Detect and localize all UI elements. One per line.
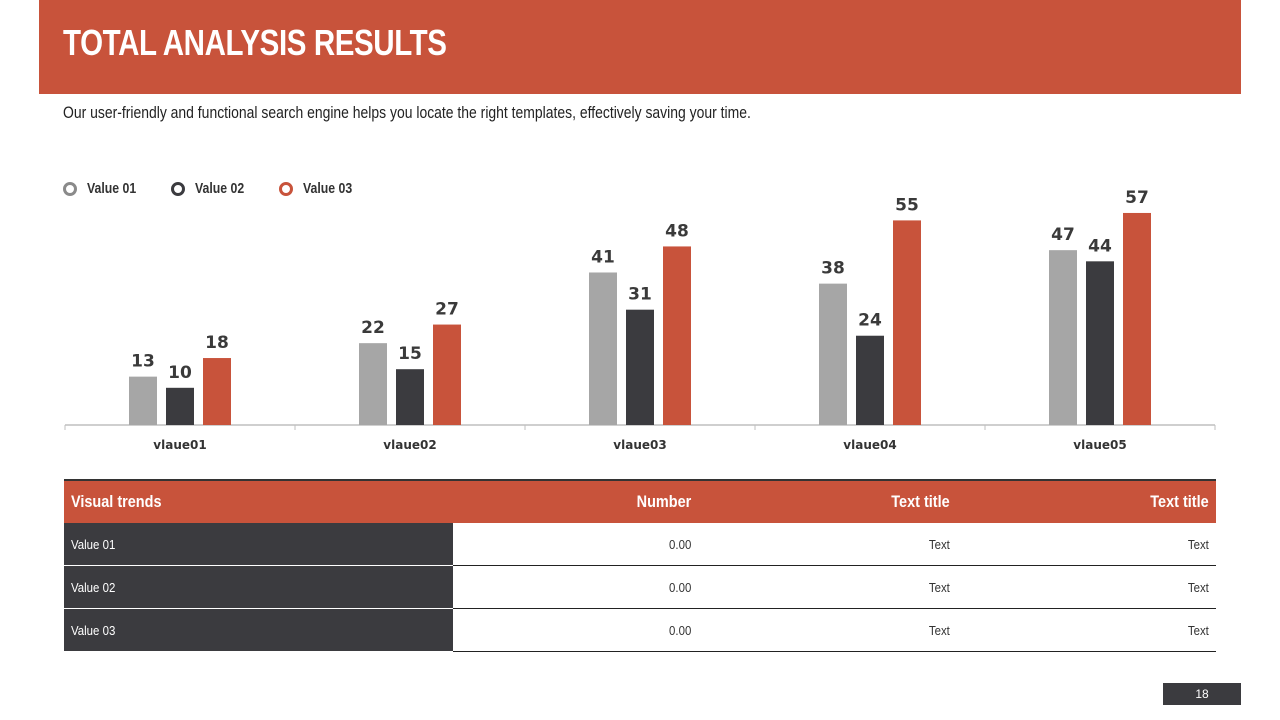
data-label: 48	[665, 221, 689, 241]
table-header-cell: Text title	[957, 479, 1216, 523]
data-label: 47	[1051, 225, 1075, 245]
legend-item-value-02: Value 02	[171, 180, 255, 197]
legend-marker-icon	[171, 181, 185, 196]
bar-1	[359, 343, 387, 425]
legend-item-value-03: Value 03	[279, 180, 363, 197]
data-label: 13	[131, 352, 155, 372]
row-label: Value 02	[64, 565, 453, 609]
bar-3	[203, 358, 231, 425]
table-cell: 0.00	[453, 565, 699, 609]
bar-2	[166, 387, 194, 425]
bar-2	[856, 335, 884, 425]
table-header-cell: Text title	[698, 479, 958, 523]
table-header-cell: Visual trends	[64, 479, 453, 523]
row-label: Value 01	[64, 523, 453, 566]
x-tick-label: vlaue04	[843, 438, 896, 452]
bar-chart: 13 10 18 vlaue01 22 15 27 vlaue02 41 31 48 vlaue03 3…	[64, 188, 1216, 452]
trends-table: Visual trends Number Text title Text tit…	[64, 479, 1216, 652]
table-cell: Text	[957, 565, 1216, 609]
data-label: 15	[398, 344, 422, 364]
legend-label: Value 01	[87, 180, 137, 197]
data-label: 57	[1125, 188, 1149, 208]
data-label: 24	[858, 311, 882, 331]
data-label: 44	[1088, 236, 1112, 256]
table-cell: Text	[698, 565, 958, 609]
bar-2	[626, 309, 654, 425]
x-tick-label: vlaue03	[613, 438, 666, 452]
x-tick-label: vlaue05	[1073, 438, 1126, 452]
bar-3	[663, 246, 691, 425]
data-label: 27	[435, 300, 459, 320]
data-label: 18	[205, 333, 229, 353]
row-label: Value 03	[64, 608, 453, 652]
page-title: TOTAL ANALYSIS RESULTS	[63, 22, 447, 63]
legend-item-value-01: Value 01	[63, 180, 147, 197]
x-tick-label: vlaue02	[383, 438, 436, 452]
data-label: 41	[591, 247, 615, 267]
data-label: 31	[628, 285, 652, 305]
bar-1	[589, 272, 617, 425]
bar-2	[1086, 261, 1114, 425]
table-header-row: Visual trends Number Text title Text tit…	[64, 479, 1216, 523]
table-cell: Text	[957, 523, 1216, 566]
bar-3	[433, 324, 461, 425]
data-label: 10	[168, 363, 192, 383]
bar-3	[893, 220, 921, 425]
legend-marker-icon	[279, 181, 293, 196]
page-number: 18	[1163, 683, 1241, 705]
table-cell: Text	[698, 523, 958, 566]
bar-1	[1049, 250, 1077, 425]
legend-label: Value 03	[303, 180, 353, 197]
data-label: 38	[821, 259, 845, 279]
bar-2	[396, 369, 424, 425]
bar-1	[129, 376, 157, 425]
table-row: Value 03 0.00 Text Text	[64, 608, 1216, 652]
table-row: Value 01 0.00 Text Text	[64, 523, 1216, 566]
table-cell: Text	[698, 608, 958, 652]
table-cell: 0.00	[453, 523, 699, 566]
legend-marker-icon	[63, 181, 77, 196]
title-banner: TOTAL ANALYSIS RESULTS	[39, 0, 1241, 94]
table-cell: Text	[957, 608, 1216, 652]
table-row: Value 02 0.00 Text Text	[64, 565, 1216, 609]
table-header-cell: Number	[453, 479, 699, 523]
legend-label: Value 02	[195, 180, 245, 197]
bar-3	[1123, 212, 1151, 425]
table-cell: 0.00	[453, 608, 699, 652]
data-label: 22	[361, 318, 385, 338]
x-tick-label: vlaue01	[153, 438, 206, 452]
data-label: 55	[895, 195, 919, 215]
bar-1	[819, 283, 847, 425]
page-subtitle: Our user-friendly and functional search …	[63, 103, 751, 122]
